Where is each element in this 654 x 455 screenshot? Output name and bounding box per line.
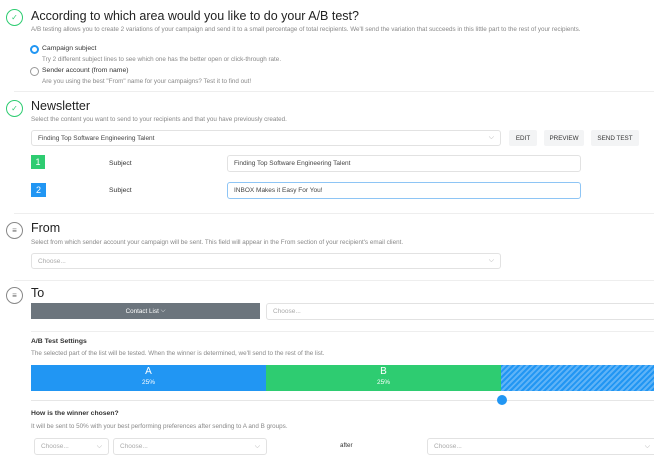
divider bbox=[14, 91, 654, 92]
chevron-down-icon: ⌵ bbox=[488, 257, 494, 264]
radio-campaign-subject[interactable] bbox=[30, 45, 39, 54]
placeholder: Choose... bbox=[38, 257, 66, 265]
chevron-down-icon: ⌵ bbox=[160, 307, 166, 314]
ab-settings-title: A/B Test Settings bbox=[31, 338, 87, 345]
group-a-label: A bbox=[145, 366, 152, 377]
newsletter-select[interactable]: Finding Top Software Engineering Talent ⌵ bbox=[31, 130, 501, 146]
send-test-button[interactable]: SEND TEST bbox=[591, 130, 639, 146]
radio-sender-account[interactable] bbox=[30, 67, 39, 76]
winner-title: How is the winner chosen? bbox=[31, 410, 119, 417]
check-circle-icon: ✓ bbox=[6, 9, 23, 26]
winner-metric-select[interactable]: Choose... ⌵ bbox=[113, 438, 267, 455]
option-label: Sender account (from name) bbox=[42, 67, 129, 74]
divider bbox=[14, 280, 654, 281]
list-icon: ≡ bbox=[6, 287, 23, 304]
group-b-percent: 25% bbox=[376, 379, 390, 386]
chevron-down-icon: ⌵ bbox=[254, 442, 260, 450]
list-icon: ≡ bbox=[6, 222, 23, 239]
winner-description: It will be sent to 50% with your best pe… bbox=[31, 423, 288, 430]
contact-list-label: Contact List bbox=[125, 307, 159, 315]
section-title: According to which area would you like t… bbox=[31, 9, 359, 23]
winner-duration-select[interactable]: Choose... ⌵ bbox=[427, 438, 654, 455]
edit-button[interactable]: EDIT bbox=[509, 130, 537, 146]
preview-button[interactable]: PREVIEW bbox=[544, 130, 584, 146]
subject-label: Subject bbox=[109, 160, 132, 167]
group-b-segment: B 25% bbox=[266, 365, 501, 391]
option-description: Try 2 different subject lines to see whi… bbox=[42, 56, 282, 63]
chevron-down-icon: ⌵ bbox=[96, 442, 102, 450]
variant-badge: 2 bbox=[31, 183, 46, 197]
divider bbox=[31, 331, 654, 332]
from-select[interactable]: Choose... ⌵ bbox=[31, 253, 501, 269]
remaining-segment bbox=[501, 365, 654, 391]
variant-badge: 1 bbox=[31, 155, 45, 169]
subject-input-1[interactable]: Finding Top Software Engineering Talent bbox=[227, 155, 581, 172]
subject-input-2[interactable]: INBOX Makes it Easy For You! bbox=[227, 182, 581, 199]
section-title: Newsletter bbox=[31, 99, 91, 113]
placeholder: Choose... bbox=[434, 443, 462, 450]
slider-track[interactable] bbox=[31, 400, 654, 401]
subject-label: Subject bbox=[109, 187, 132, 194]
placeholder: Choose... bbox=[120, 443, 148, 450]
option-label: Campaign subject bbox=[42, 45, 97, 52]
winner-criteria-select[interactable]: Choose... ⌵ bbox=[34, 438, 109, 455]
section-description: Select from which sender account your ca… bbox=[31, 239, 404, 246]
placeholder: Choose... bbox=[41, 443, 69, 450]
to-select[interactable]: Choose... bbox=[266, 303, 654, 320]
slider-handle[interactable] bbox=[497, 395, 507, 405]
ab-settings-description: The selected part of the list will be te… bbox=[31, 350, 325, 357]
section-description: Select the content you want to send to y… bbox=[31, 116, 287, 123]
contact-list-dropdown[interactable]: Contact List ⌵ bbox=[31, 303, 260, 319]
option-description: Are you using the best "From" name for y… bbox=[42, 78, 252, 85]
chevron-down-icon: ⌵ bbox=[644, 442, 650, 450]
group-a-percent: 25% bbox=[141, 379, 155, 386]
divider bbox=[14, 213, 654, 214]
section-description: A/B testing allows you to create 2 varia… bbox=[31, 26, 581, 33]
section-title: To bbox=[31, 286, 45, 300]
after-label: after bbox=[340, 442, 353, 449]
group-a-segment: A 25% bbox=[31, 365, 266, 391]
section-title: From bbox=[31, 221, 61, 235]
group-b-label: B bbox=[380, 366, 387, 377]
chevron-down-icon: ⌵ bbox=[488, 134, 494, 141]
selected-value: Finding Top Software Engineering Talent bbox=[38, 134, 155, 142]
check-circle-icon: ✓ bbox=[6, 100, 23, 117]
